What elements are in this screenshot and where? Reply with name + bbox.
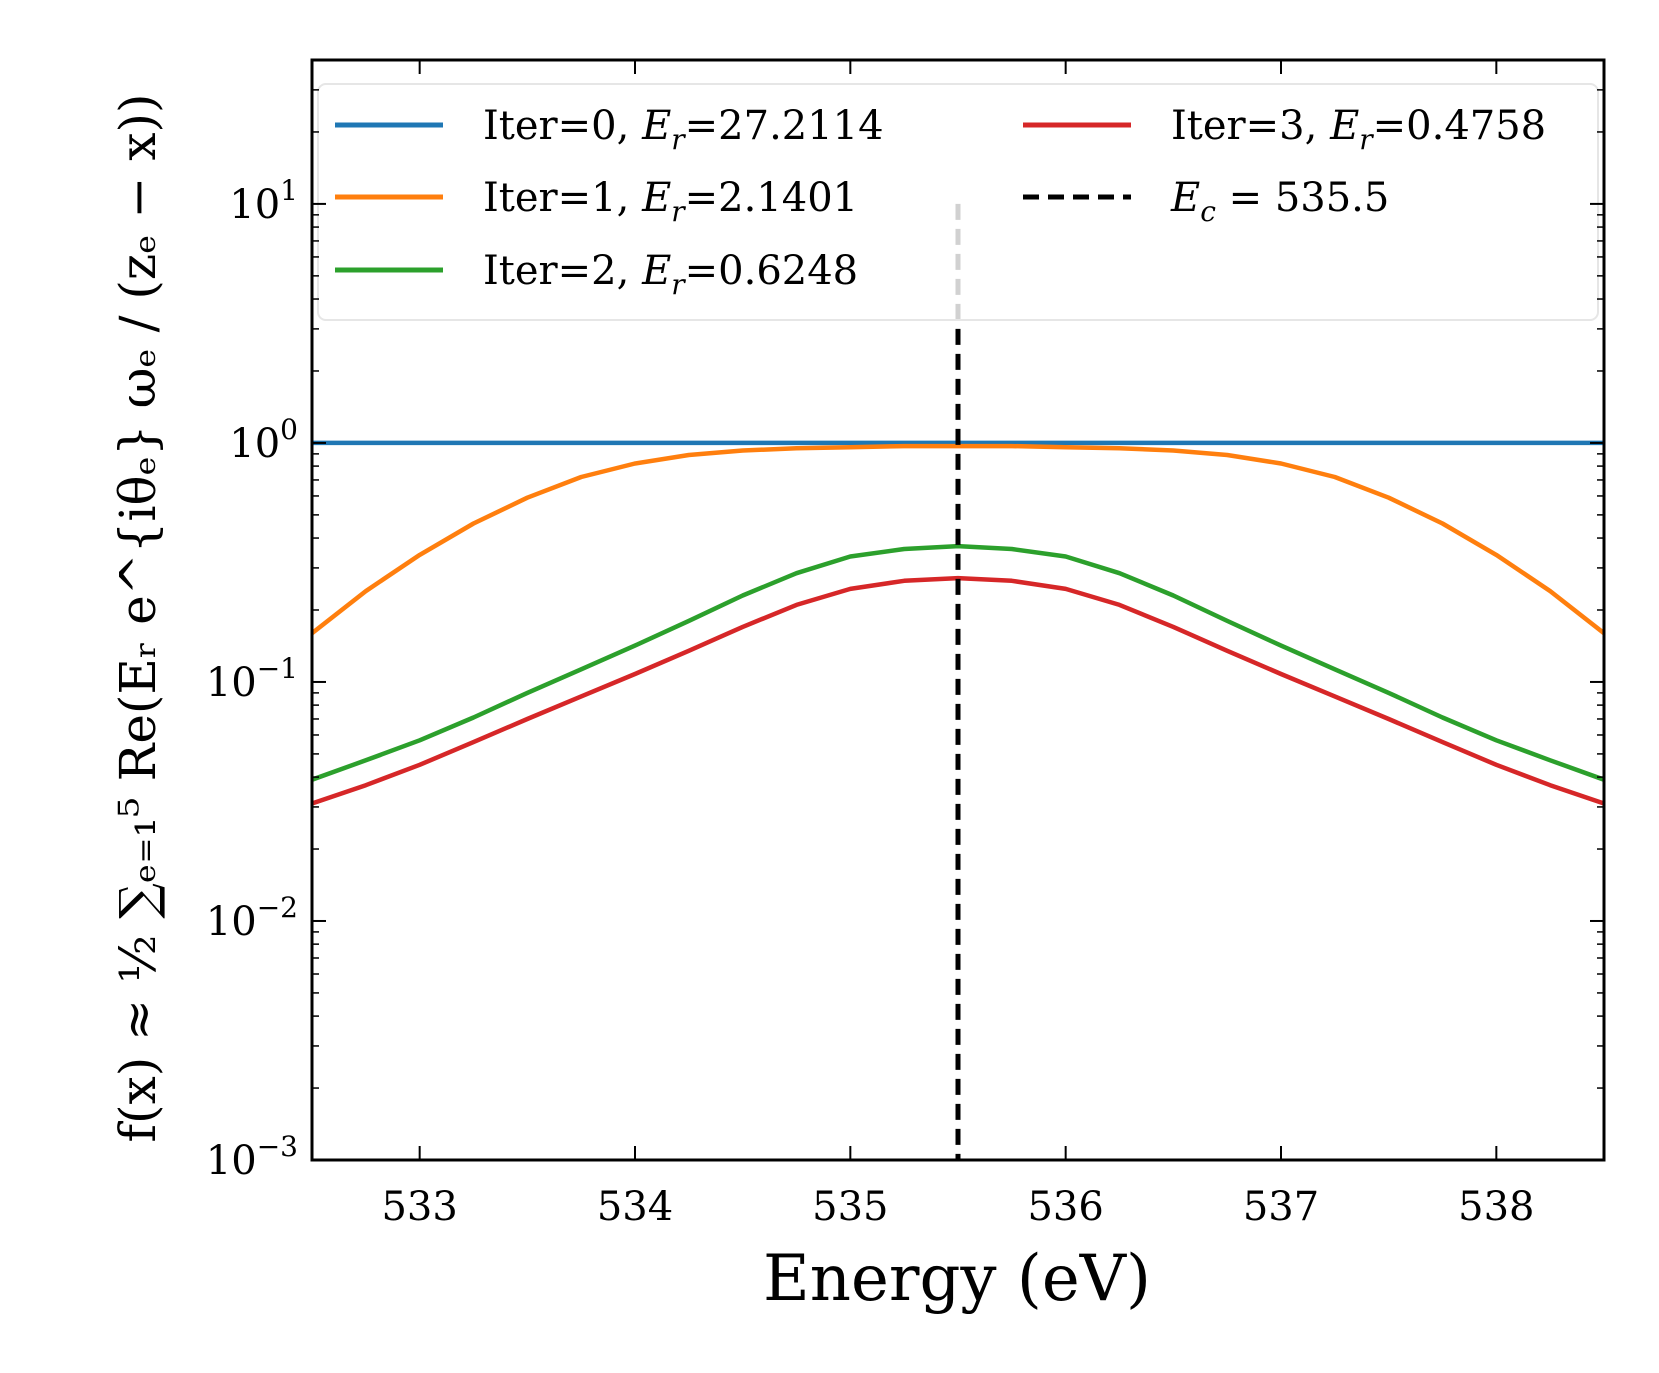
x-tick-label-1: 534 bbox=[597, 1184, 673, 1230]
x-tick-label-5: 538 bbox=[1458, 1184, 1534, 1230]
series-line-3 bbox=[312, 575, 1604, 806]
y-tick-label-1: 10−2 bbox=[206, 891, 298, 945]
axis-ticks: 533 534 535 536 537 538 10−3 10−2 10−1 100 101 bbox=[206, 60, 1604, 1230]
y-tick-label-4: 101 bbox=[229, 174, 298, 228]
x-tick-label-0: 533 bbox=[381, 1184, 457, 1230]
x-tick-label-3: 536 bbox=[1027, 1184, 1103, 1230]
y-tick-label-2: 10−1 bbox=[206, 652, 298, 706]
x-tick-label-2: 535 bbox=[812, 1184, 888, 1230]
legend-label-2: Iter=2, Er=0.6248 bbox=[483, 248, 858, 301]
plot-area bbox=[312, 203, 1604, 1160]
y-tick-label-0: 10−3 bbox=[206, 1130, 298, 1184]
series-line-2 bbox=[312, 543, 1604, 782]
legend-label-1: Iter=1, Er=2.1401 bbox=[483, 175, 858, 228]
series-line-1 bbox=[312, 443, 1604, 635]
x-tick-label-4: 537 bbox=[1243, 1184, 1319, 1230]
legend-label-0: Iter=0, Er=27.2114 bbox=[483, 103, 884, 156]
legend-label-3: Iter=3, Er=0.4758 bbox=[1171, 103, 1546, 156]
y-tick-label-3: 100 bbox=[229, 413, 298, 467]
legend-label-4: Ec = 535.5 bbox=[1170, 175, 1389, 228]
y-axis-label: f(x) ≈ ½ ∑ₑ₌₁⁵ Re(Eᵣ e^{iθₑ} ωₑ / (zₑ − … bbox=[109, 94, 167, 1143]
legend-box bbox=[317, 83, 1599, 321]
plot-clipped bbox=[312, 440, 1604, 806]
legend: Iter=0, Er=27.2114 Iter=1, Er=2.1401 Iter=… bbox=[317, 83, 1599, 321]
x-axis-label: Energy (eV) bbox=[763, 1242, 1151, 1316]
